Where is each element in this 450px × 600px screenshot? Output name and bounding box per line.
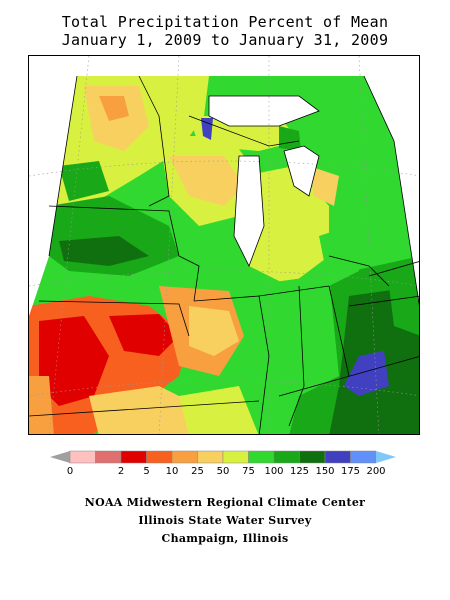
legend-swatch [146,450,173,464]
credit-organization: NOAA Midwestern Regional Climate Center [84,496,366,509]
legend-tick-label: 150 [315,466,335,477]
legend-tick-label: 200 [366,466,386,477]
credit-survey: Illinois State Water Survey [138,514,312,527]
precipitation-fields [29,76,419,434]
legend-swatch [350,450,377,464]
legend-swatch [171,450,198,464]
legend-color-bar [50,450,396,464]
legend-tick-label: 100 [264,466,284,477]
credit-location: Champaign, Illinois [161,532,289,545]
legend-tick-label: 75 [242,466,255,477]
legend-swatch [273,450,300,464]
legend-under-arrow [50,451,70,463]
legend-tick-label: 5 [143,466,150,477]
legend-tick-label: 10 [165,466,179,477]
legend-swatch [324,450,351,464]
precipitation-map [28,55,420,435]
legend-swatch [197,450,224,464]
map-title: Total Precipitation Percent of Mean [61,13,389,31]
legend-tick-label: 0 [66,466,74,477]
legend-swatch [222,450,249,464]
map-date-range: January 1, 2009 to January 31, 2009 [61,31,389,49]
legend-over-arrow [376,451,396,463]
legend-swatch [248,450,275,464]
legend-swatch [120,450,147,464]
legend-swatch [299,450,326,464]
lake-shorelines [208,95,390,287]
legend-swatch [95,450,122,464]
legend-tick-label: 25 [191,466,204,477]
legend-swatch [69,450,96,464]
legend-tick-label: 175 [340,466,361,477]
legend-tick-label: 2 [117,466,125,477]
state-borders [29,75,419,434]
legend-tick-label: 50 [216,466,230,477]
legend-tick-label: 125 [289,466,310,477]
graticule [29,56,419,434]
